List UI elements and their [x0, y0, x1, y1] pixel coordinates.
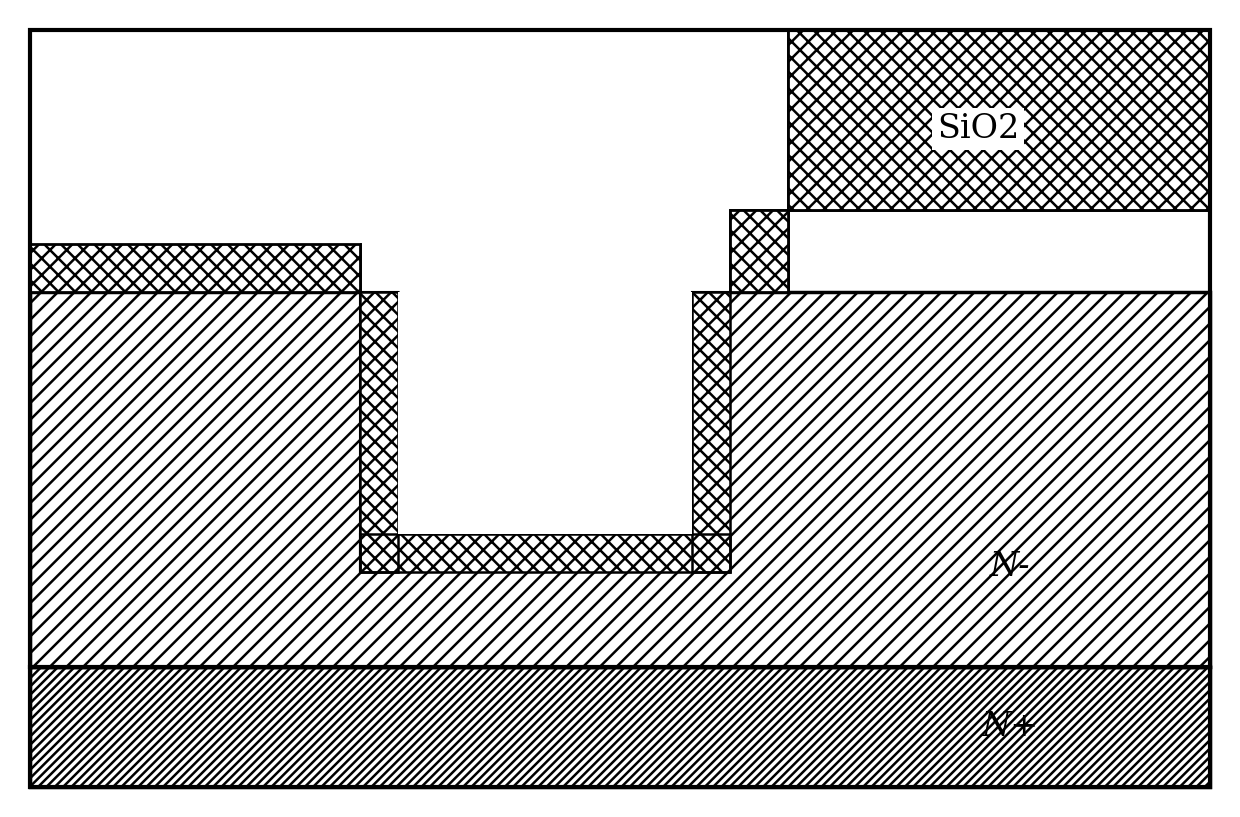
Bar: [30, 667, 1210, 787]
Bar: [787, 30, 1210, 210]
Bar: [730, 210, 787, 292]
Bar: [30, 30, 360, 244]
Bar: [730, 210, 787, 292]
Bar: [30, 292, 1210, 667]
Bar: [30, 244, 360, 292]
Bar: [692, 292, 730, 572]
Bar: [787, 30, 1210, 210]
Bar: [398, 292, 692, 534]
Bar: [30, 244, 360, 292]
Bar: [787, 30, 1210, 210]
Bar: [360, 30, 730, 292]
Bar: [360, 534, 730, 572]
Bar: [398, 292, 692, 534]
Bar: [360, 292, 398, 572]
Bar: [360, 534, 730, 572]
Bar: [30, 244, 360, 292]
Bar: [730, 210, 787, 292]
Bar: [692, 292, 730, 572]
Bar: [30, 244, 360, 292]
Bar: [360, 534, 730, 572]
Bar: [360, 534, 730, 572]
Bar: [30, 292, 1210, 667]
Bar: [730, 210, 787, 292]
Bar: [360, 292, 398, 572]
Bar: [692, 292, 730, 572]
Bar: [360, 292, 398, 572]
Bar: [360, 292, 398, 572]
Bar: [360, 292, 398, 572]
Bar: [30, 244, 360, 292]
Bar: [730, 210, 787, 292]
Bar: [692, 292, 730, 572]
Bar: [30, 667, 1210, 787]
Bar: [787, 30, 1210, 210]
Bar: [360, 534, 730, 572]
Text: N-: N-: [990, 551, 1030, 583]
Text: SiO2: SiO2: [936, 113, 1019, 145]
Bar: [730, 210, 787, 292]
Bar: [360, 292, 730, 572]
Bar: [30, 244, 360, 292]
Bar: [360, 292, 398, 572]
Bar: [30, 292, 1210, 667]
Bar: [692, 292, 730, 572]
Bar: [787, 30, 1210, 210]
Bar: [692, 292, 730, 572]
Text: N+: N+: [981, 711, 1039, 743]
Bar: [360, 534, 730, 572]
Bar: [787, 30, 1210, 210]
Bar: [30, 667, 1210, 787]
